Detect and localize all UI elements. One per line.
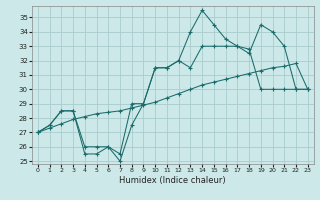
- X-axis label: Humidex (Indice chaleur): Humidex (Indice chaleur): [119, 176, 226, 185]
